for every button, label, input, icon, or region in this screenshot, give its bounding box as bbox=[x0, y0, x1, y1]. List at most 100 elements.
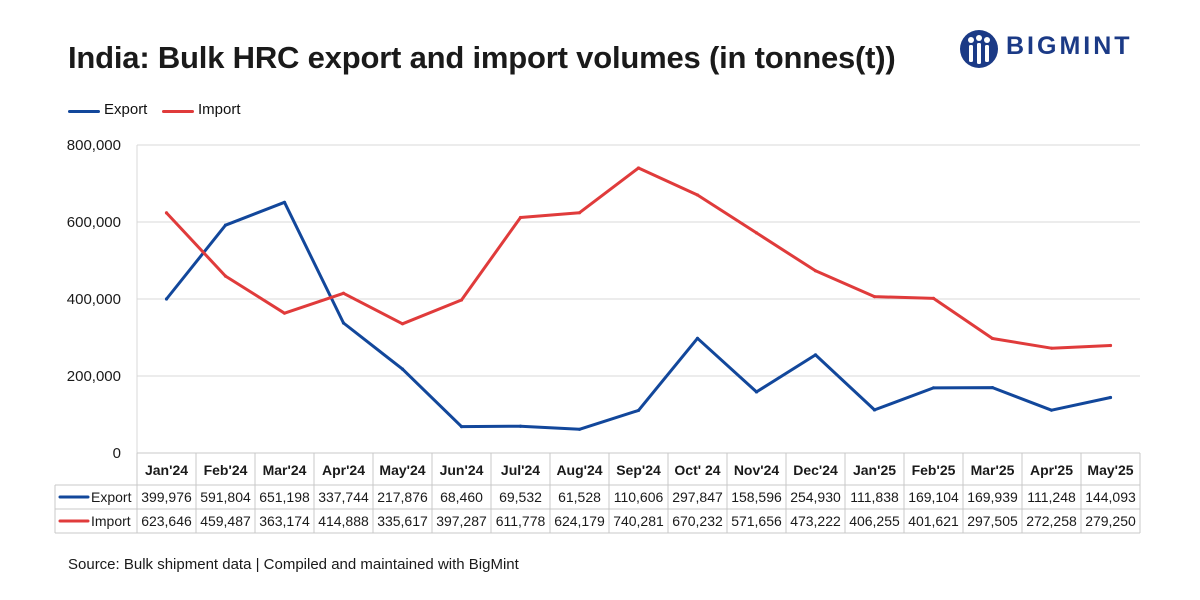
x-tick-label: Nov'24 bbox=[734, 462, 780, 478]
logo-wordmark: BIGMINT bbox=[1006, 32, 1133, 60]
data-label-import: 624,179 bbox=[554, 513, 605, 529]
data-label-import: 397,287 bbox=[436, 513, 487, 529]
data-point-export bbox=[341, 321, 346, 325]
data-point-export bbox=[990, 385, 995, 390]
data-label-import: 363,174 bbox=[259, 513, 310, 529]
x-tick-label: Jun'24 bbox=[440, 462, 484, 478]
data-label-export: 111,838 bbox=[850, 489, 899, 505]
x-tick-label: Apr'25 bbox=[1030, 462, 1073, 478]
legend-label-import: Import bbox=[198, 101, 241, 118]
data-point-import bbox=[400, 322, 405, 326]
data-label-export: 217,876 bbox=[377, 489, 428, 505]
data-point-export bbox=[1108, 395, 1113, 400]
legend-label-export: Export bbox=[104, 101, 148, 118]
data-point-import bbox=[1049, 346, 1054, 350]
x-tick-label: Mar'25 bbox=[971, 462, 1015, 478]
y-tick-label: 0 bbox=[113, 445, 121, 462]
data-label-export: 169,104 bbox=[908, 489, 959, 505]
x-tick-label: Feb'24 bbox=[204, 462, 248, 478]
x-tick-label: Jan'25 bbox=[853, 462, 896, 478]
x-tick-label: Sep'24 bbox=[616, 462, 661, 478]
data-point-import bbox=[459, 298, 464, 302]
data-label-import: 473,222 bbox=[790, 513, 841, 529]
data-label-import: 414,888 bbox=[318, 513, 369, 529]
data-label-import: 611,778 bbox=[496, 513, 546, 529]
legend-swatch-export bbox=[68, 110, 100, 113]
data-label-import: 272,258 bbox=[1026, 513, 1077, 529]
data-label-import: 401,621 bbox=[908, 513, 959, 529]
data-label-import: 279,250 bbox=[1085, 513, 1136, 529]
series-line-import bbox=[165, 166, 1112, 350]
data-label-export: 254,930 bbox=[790, 489, 841, 505]
x-tick-label: Jan'24 bbox=[145, 462, 188, 478]
data-point-import bbox=[931, 296, 936, 300]
data-point-import bbox=[518, 215, 523, 220]
table-row-label-export: Export bbox=[91, 489, 132, 505]
data-point-export bbox=[223, 223, 228, 227]
data-label-import: 571,656 bbox=[731, 513, 782, 529]
data-label-import: 623,646 bbox=[141, 513, 192, 529]
data-point-import bbox=[223, 274, 228, 278]
data-point-import bbox=[813, 269, 818, 273]
data-point-import bbox=[872, 294, 877, 299]
data-label-export: 144,093 bbox=[1085, 489, 1136, 505]
data-label-import: 740,281 bbox=[613, 513, 664, 529]
data-point-export bbox=[695, 336, 700, 340]
data-point-export bbox=[813, 353, 818, 357]
y-tick-label: 600,000 bbox=[67, 214, 121, 231]
data-point-export bbox=[931, 386, 936, 390]
bigmint-logo-icon bbox=[960, 30, 998, 68]
data-point-export bbox=[518, 424, 523, 428]
data-point-import bbox=[341, 291, 346, 295]
x-tick-label: Dec'24 bbox=[793, 462, 838, 478]
data-label-import: 297,505 bbox=[967, 513, 1018, 529]
data-point-import bbox=[695, 193, 700, 197]
x-tick-label: Aug'24 bbox=[556, 462, 602, 478]
data-label-export: 297,847 bbox=[672, 489, 723, 505]
data-label-import: 459,487 bbox=[200, 513, 251, 529]
data-point-export bbox=[577, 427, 582, 431]
data-point-import bbox=[754, 231, 759, 235]
data-point-export bbox=[400, 367, 405, 371]
data-label-export: 68,460 bbox=[440, 489, 483, 505]
x-tick-label: May'24 bbox=[379, 462, 425, 478]
data-point-import bbox=[577, 211, 582, 215]
x-tick-label: May'25 bbox=[1087, 462, 1133, 478]
x-tick-label: Apr'24 bbox=[322, 462, 365, 478]
data-label-export: 651,198 bbox=[259, 489, 310, 505]
bigmint-logo: BIGMINT bbox=[958, 28, 1158, 70]
data-label-export: 337,744 bbox=[318, 489, 369, 505]
data-point-import bbox=[636, 166, 641, 170]
data-point-import bbox=[1108, 343, 1113, 348]
data-label-export: 61,528 bbox=[558, 489, 601, 505]
data-point-import bbox=[164, 211, 169, 215]
data-point-export bbox=[754, 390, 759, 394]
data-label-export: 591,804 bbox=[200, 489, 251, 505]
series-line-export bbox=[165, 200, 1112, 431]
data-label-import: 406,255 bbox=[849, 513, 900, 529]
x-tick-label: Jul'24 bbox=[501, 462, 540, 478]
y-tick-label: 200,000 bbox=[67, 368, 121, 385]
legend-swatch-import bbox=[162, 110, 194, 113]
y-tick-label: 800,000 bbox=[67, 137, 121, 154]
source-note: Source: Bulk shipment data | Compiled an… bbox=[68, 556, 519, 573]
y-tick-label: 400,000 bbox=[67, 291, 121, 308]
data-label-export: 111,248 bbox=[1027, 489, 1076, 505]
data-point-export bbox=[636, 408, 641, 413]
data-point-import bbox=[990, 336, 995, 341]
data-label-export: 69,532 bbox=[499, 489, 542, 505]
data-label-export: 169,939 bbox=[967, 489, 1018, 505]
data-label-export: 399,976 bbox=[141, 489, 192, 505]
x-tick-label: Oct' 24 bbox=[674, 462, 720, 478]
data-label-export: 158,596 bbox=[731, 489, 782, 505]
data-point-export bbox=[459, 425, 464, 429]
chart-title: India: Bulk HRC export and import volume… bbox=[68, 40, 896, 75]
data-label-import: 670,232 bbox=[672, 513, 723, 529]
data-label-export: 110,606 bbox=[614, 489, 664, 505]
data-point-export bbox=[1049, 408, 1054, 412]
data-point-export bbox=[872, 408, 877, 412]
data-point-export bbox=[282, 200, 287, 204]
table-row-label-import: Import bbox=[91, 513, 131, 529]
data-point-import bbox=[282, 311, 287, 315]
